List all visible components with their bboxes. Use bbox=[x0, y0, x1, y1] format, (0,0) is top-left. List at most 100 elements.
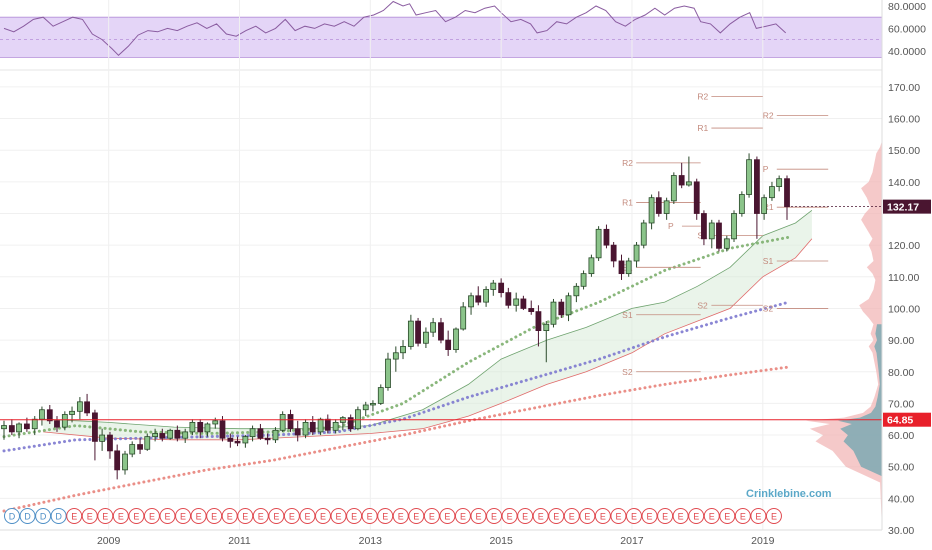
price-tick-label: 170.00 bbox=[888, 82, 920, 94]
pivot-label: R2 bbox=[697, 91, 708, 101]
candle-body bbox=[738, 194, 745, 214]
candle-body bbox=[543, 323, 550, 332]
event-marker-label: E bbox=[724, 512, 730, 522]
event-marker-label: E bbox=[693, 512, 699, 522]
event-marker-label: E bbox=[258, 512, 264, 522]
volume-profile-shape bbox=[806, 140, 882, 530]
event-marker-label: E bbox=[149, 512, 155, 522]
event-marker-label: E bbox=[678, 512, 684, 522]
candle-body bbox=[182, 431, 189, 439]
event-marker bbox=[750, 508, 767, 524]
rsi-tick-label: 40.0000 bbox=[888, 46, 926, 58]
event-marker-label: E bbox=[647, 512, 653, 522]
price-tick-label: 140.00 bbox=[888, 177, 920, 189]
event-marker bbox=[517, 508, 534, 524]
watermark: Crinklebine.com bbox=[746, 488, 832, 500]
event-marker bbox=[703, 508, 720, 524]
candle-body bbox=[769, 186, 775, 199]
event-marker-label: E bbox=[196, 512, 202, 522]
event-marker-label: E bbox=[71, 512, 77, 522]
event-marker-label: E bbox=[211, 512, 217, 522]
event-marker bbox=[548, 508, 565, 524]
event-marker-label: E bbox=[553, 512, 559, 522]
event-marker bbox=[672, 508, 689, 524]
last-price-tag bbox=[883, 199, 931, 214]
event-marker bbox=[81, 508, 98, 524]
candle-body bbox=[257, 428, 264, 439]
price-tick-label: 60.00 bbox=[888, 430, 914, 442]
event-marker bbox=[330, 508, 347, 524]
candle-body bbox=[513, 298, 520, 306]
event-marker-label: E bbox=[351, 512, 357, 522]
candle-body bbox=[776, 178, 783, 187]
event-marker-label: E bbox=[273, 512, 279, 522]
candle-body bbox=[498, 282, 505, 294]
price-overlay: 64.85 132.17 bbox=[0, 199, 931, 427]
pivot-label: R1 bbox=[622, 197, 633, 207]
event-marker bbox=[765, 508, 782, 524]
candle-body bbox=[453, 328, 459, 350]
candle-body bbox=[588, 257, 595, 275]
price-tick-label: 70.00 bbox=[888, 398, 914, 410]
pivot-label: R1 bbox=[763, 202, 774, 212]
candle-body bbox=[761, 197, 768, 214]
event-marker bbox=[392, 508, 409, 524]
event-marker-label: E bbox=[102, 512, 108, 522]
event-marker-label: D bbox=[24, 512, 31, 522]
pivot-label: P bbox=[668, 221, 674, 231]
candle-body bbox=[23, 423, 30, 430]
event-marker-label: E bbox=[491, 512, 497, 522]
candle-body bbox=[279, 414, 286, 431]
event-marker bbox=[252, 508, 269, 524]
event-marker-label: E bbox=[600, 512, 606, 522]
year-tick-label: 2009 bbox=[97, 535, 121, 547]
ma-long-line bbox=[2, 365, 791, 513]
event-marker bbox=[35, 508, 52, 524]
candle-body bbox=[234, 440, 241, 444]
event-marker bbox=[237, 508, 254, 524]
pivot-label: S1 bbox=[622, 310, 633, 320]
event-marker-label: E bbox=[538, 512, 544, 522]
candle-body bbox=[535, 311, 542, 332]
rsi-pane bbox=[0, 0, 882, 71]
event-marker bbox=[408, 508, 425, 524]
event-marker-label: E bbox=[740, 512, 746, 522]
ma-short-line bbox=[2, 235, 791, 439]
volume-profile bbox=[806, 140, 882, 530]
candle-body bbox=[415, 320, 421, 344]
ma-mid-line bbox=[2, 300, 791, 453]
event-marker bbox=[19, 508, 36, 524]
event-marker-label: E bbox=[429, 512, 435, 522]
event-marker bbox=[361, 508, 378, 524]
candle-body bbox=[648, 197, 655, 224]
candle-body bbox=[227, 437, 234, 442]
event-marker-label: E bbox=[507, 512, 513, 522]
candle-body bbox=[324, 418, 331, 431]
price-tick-label: 30.00 bbox=[888, 525, 914, 537]
pivot-label: R1 bbox=[697, 123, 708, 133]
price-tick-label: 50.00 bbox=[888, 462, 914, 474]
candle-body bbox=[294, 428, 301, 436]
candle-body bbox=[46, 409, 53, 422]
candle-body bbox=[144, 436, 151, 450]
event-marker bbox=[641, 508, 658, 524]
event-marker bbox=[283, 508, 300, 524]
candle-body bbox=[678, 175, 685, 186]
candle-body bbox=[370, 402, 376, 406]
event-marker-label: E bbox=[289, 512, 295, 522]
year-tick-label: 2019 bbox=[751, 535, 775, 547]
pivot-label: S2 bbox=[622, 367, 633, 377]
candle-body bbox=[716, 222, 722, 249]
event-marker-label: E bbox=[413, 512, 419, 522]
event-marker bbox=[470, 508, 487, 524]
candle-body bbox=[520, 298, 527, 309]
event-marker bbox=[657, 508, 674, 524]
candle-body bbox=[392, 352, 399, 360]
cloud-fill bbox=[43, 210, 812, 440]
price-tick-label: 120.00 bbox=[888, 240, 920, 252]
candle-body bbox=[39, 409, 45, 420]
candle-body bbox=[438, 322, 444, 341]
event-marker-label: E bbox=[336, 512, 342, 522]
pivot-label: S2 bbox=[763, 303, 774, 313]
